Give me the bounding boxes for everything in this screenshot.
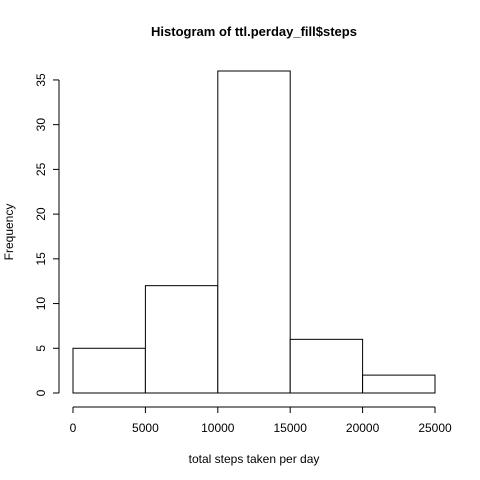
y-tick-label: 5 bbox=[34, 345, 48, 352]
x-tick-label: 25000 bbox=[418, 421, 452, 435]
y-axis: 0 5 10 15 20 25 30 35 bbox=[34, 73, 59, 396]
histogram-bar-3 bbox=[218, 71, 290, 393]
y-tick-label: 0 bbox=[34, 389, 48, 396]
histogram-bar-5 bbox=[363, 375, 435, 393]
x-tick-label: 10000 bbox=[201, 421, 235, 435]
x-tick-label: 5000 bbox=[132, 421, 159, 435]
y-tick-label: 35 bbox=[34, 73, 48, 87]
y-tick-label: 10 bbox=[34, 297, 48, 311]
x-tick-label: 0 bbox=[70, 421, 77, 435]
x-axis: 0 5000 10000 15000 20000 25000 bbox=[70, 407, 452, 435]
y-axis-label: Frequency bbox=[2, 204, 16, 261]
bars-group bbox=[73, 71, 435, 393]
histogram-bar-2 bbox=[145, 286, 217, 393]
chart-title: Histogram of ttl.perday_fill$steps bbox=[151, 24, 357, 39]
histogram-bar-4 bbox=[290, 339, 362, 393]
y-tick-label: 15 bbox=[34, 252, 48, 266]
x-tick-label: 15000 bbox=[274, 421, 308, 435]
x-tick-label: 20000 bbox=[346, 421, 380, 435]
y-tick-label: 25 bbox=[34, 162, 48, 176]
histogram-bar-1 bbox=[73, 348, 145, 393]
x-axis-label: total steps taken per day bbox=[189, 452, 320, 466]
y-tick-label: 20 bbox=[34, 207, 48, 221]
y-tick-label: 30 bbox=[34, 118, 48, 132]
